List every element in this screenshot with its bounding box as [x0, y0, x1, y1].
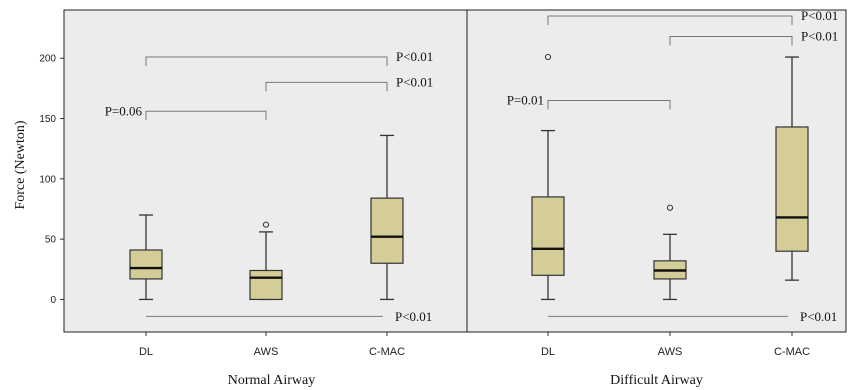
p-value-label: P=0.01: [507, 92, 544, 107]
comparison-bracket: P<0.01: [145, 49, 433, 67]
x-tick-label: AWS: [254, 346, 279, 358]
box-iqr: [370, 197, 404, 264]
box-iqr: [249, 269, 283, 301]
box-dl: [129, 214, 163, 301]
p-value-label: P<0.01: [396, 74, 433, 89]
bracket-line: [547, 99, 671, 110]
x-tick-label: C-MAC: [774, 346, 810, 358]
comparison-bracket: P=0.01: [507, 92, 671, 110]
bracket-line: [145, 56, 388, 67]
panel-title: Normal Airway: [228, 373, 315, 388]
outlier-point: [666, 204, 674, 211]
box-iqr: [129, 249, 163, 280]
y-tick-label: 150: [39, 114, 56, 125]
panel-difficult-airway: DL AWS C-MAC Difficult Airway P<0.01 P<0.01 P=…: [466, 8, 847, 388]
comparison-bracket: P<0.01: [547, 8, 838, 26]
y-tick-label: 0: [50, 295, 56, 306]
y-axis-label: Force (Newton): [13, 120, 28, 209]
panel-title: Difficult Airway: [610, 373, 703, 388]
p-value-label: P<0.01: [396, 49, 433, 64]
comparison-bracket: P<0.01: [265, 74, 433, 92]
y-tick-label: 50: [45, 235, 57, 246]
p-value-label: P<0.01: [801, 29, 838, 44]
bracket-line: [669, 36, 793, 46]
bracket-line: [547, 15, 793, 26]
panel-normal-airway: DL AWS C-MAC Normal Airway P<0.01 P<0.01 P=0.0…: [63, 9, 468, 388]
comparison-bracket: P<0.01: [548, 309, 837, 324]
bracket-line: [145, 110, 267, 121]
p-value-label: P=0.06: [105, 103, 143, 118]
x-tick-label: DL: [139, 346, 153, 358]
p-value-label: P<0.01: [395, 309, 432, 324]
y-tick-label: 100: [39, 174, 56, 185]
box-iqr: [531, 196, 565, 276]
box-aws: [249, 221, 283, 301]
p-value-label: P<0.01: [801, 8, 838, 23]
x-tick-label: DL: [541, 346, 555, 358]
p-value-label: P<0.01: [800, 309, 837, 324]
box-iqr: [775, 126, 809, 252]
box-dl: [531, 53, 565, 301]
bracket-line: [265, 81, 388, 92]
comparison-bracket: P=0.06: [105, 103, 267, 121]
box-aws: [653, 204, 687, 301]
box-c-mac: [370, 134, 404, 301]
outlier-point: [544, 53, 552, 61]
comparison-bracket: P<0.01: [146, 309, 432, 324]
x-tick-label: C-MAC: [369, 346, 405, 358]
box-c-mac: [775, 56, 809, 281]
outlier-point: [262, 221, 270, 228]
y-tick-label: 200: [39, 54, 56, 65]
y-axis: 0 50 100 150 200: [39, 54, 64, 306]
x-tick-label: AWS: [658, 346, 683, 358]
comparison-bracket: P<0.01: [669, 29, 838, 46]
